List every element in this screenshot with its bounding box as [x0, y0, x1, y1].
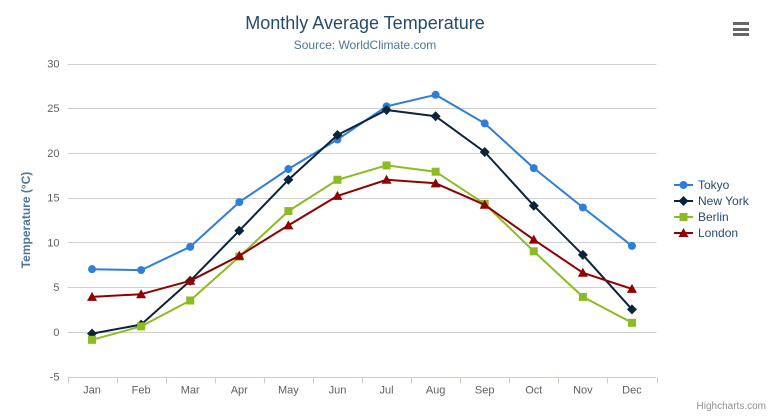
point-berlin-jun[interactable] — [333, 175, 342, 184]
legend-item-tokyo[interactable]: Tokyo — [674, 177, 749, 193]
x-tick-label: Apr — [231, 385, 248, 397]
point-tokyo-apr[interactable] — [235, 198, 244, 207]
point-tokyo-oct[interactable] — [529, 164, 538, 173]
point-tokyo-feb[interactable] — [137, 266, 146, 275]
point-london-jun[interactable] — [332, 190, 343, 200]
x-tick-label: Dec — [622, 385, 642, 397]
series-line-london — [91, 178, 633, 298]
point-london-jan[interactable] — [87, 291, 98, 301]
x-tick-label: Mar — [181, 385, 200, 397]
legend-label-tokyo: Tokyo — [698, 178, 730, 192]
legend: Tokyo New York Berlin London — [674, 177, 749, 241]
point-london-sep[interactable] — [479, 199, 490, 209]
y-tick-label: 10 — [47, 237, 59, 249]
y-tick-label: 0 — [53, 327, 59, 339]
legend-label-london: London — [698, 226, 739, 240]
point-tokyo-jan[interactable] — [88, 265, 97, 274]
point-new-york-aug[interactable] — [430, 111, 441, 122]
point-london-feb[interactable] — [136, 289, 147, 299]
hamburger-icon-bar — [733, 33, 749, 36]
point-london-mar[interactable] — [185, 275, 196, 285]
series-tokyo — [88, 90, 636, 275]
point-london-apr[interactable] — [234, 250, 245, 260]
point-new-york-jul[interactable] — [381, 105, 392, 116]
y-tick-label: 15 — [47, 193, 59, 205]
point-tokyo-mar[interactable] — [186, 242, 195, 251]
diamond-legend-icon — [674, 196, 693, 206]
gridlines — [67, 64, 657, 333]
series-line-berlin — [91, 164, 633, 341]
point-london-aug[interactable] — [430, 178, 441, 188]
x-tick-label: Jul — [380, 385, 394, 397]
point-berlin-oct[interactable] — [529, 247, 538, 256]
series-new-york — [87, 105, 637, 339]
point-london-dec[interactable] — [626, 283, 637, 293]
triangle-legend-icon — [674, 228, 693, 237]
series-line-tokyo — [91, 93, 633, 272]
point-london-may[interactable] — [283, 220, 294, 230]
point-berlin-dec[interactable] — [627, 318, 636, 327]
point-new-york-dec[interactable] — [626, 304, 637, 315]
point-new-york-may[interactable] — [283, 174, 294, 185]
legend-item-london[interactable]: London — [674, 225, 749, 241]
point-tokyo-nov[interactable] — [578, 203, 587, 212]
x-axis — [67, 377, 658, 384]
y-tick-label: 20 — [47, 148, 59, 160]
legend-label-new-york: New York — [698, 194, 749, 208]
y-tick-label: -5 — [50, 372, 60, 384]
chart-title: Monthly Average Temperature — [245, 13, 485, 33]
point-new-york-sep[interactable] — [479, 147, 490, 158]
hamburger-icon — [733, 22, 749, 25]
x-tick-label: Oct — [525, 385, 542, 397]
point-new-york-jun[interactable] — [332, 130, 343, 141]
point-london-nov[interactable] — [577, 267, 588, 277]
point-berlin-mar[interactable] — [186, 296, 195, 305]
point-new-york-nov[interactable] — [577, 249, 588, 260]
point-berlin-feb[interactable] — [137, 322, 146, 331]
point-tokyo-sep[interactable] — [480, 119, 489, 128]
point-berlin-may[interactable] — [284, 207, 293, 216]
y-tick-label: 25 — [47, 103, 59, 115]
x-tick-label: May — [278, 385, 299, 397]
x-tick-label: Feb — [132, 385, 151, 397]
x-tick-label: Sep — [475, 385, 495, 397]
hamburger-icon-bar — [733, 27, 749, 31]
chart-subtitle: Source: WorldClimate.com — [293, 38, 437, 52]
series-london — [87, 174, 637, 301]
y-tick-label: 5 — [53, 282, 59, 294]
point-tokyo-dec[interactable] — [627, 241, 636, 250]
legend-label-berlin: Berlin — [698, 210, 729, 224]
x-tick-label: Jan — [83, 385, 101, 397]
x-tick-label: Nov — [573, 385, 593, 397]
point-berlin-aug[interactable] — [431, 167, 440, 176]
square-legend-icon — [674, 213, 693, 221]
point-berlin-nov[interactable] — [578, 292, 587, 301]
legend-item-berlin[interactable]: Berlin — [674, 209, 749, 225]
point-berlin-jul[interactable] — [382, 161, 391, 170]
y-tick-label: 30 — [47, 59, 59, 71]
credits-link[interactable]: Highcharts.com — [696, 401, 766, 412]
point-tokyo-aug[interactable] — [431, 90, 440, 99]
circle-legend-icon — [674, 181, 693, 189]
legend-item-new-york[interactable]: New York — [674, 193, 749, 209]
point-tokyo-may[interactable] — [284, 165, 293, 174]
point-london-jul[interactable] — [381, 174, 392, 184]
series-line-new-york — [91, 109, 633, 335]
export-menu-button[interactable] — [733, 22, 749, 36]
point-new-york-oct[interactable] — [528, 200, 539, 211]
x-tick-label: Jun — [329, 385, 347, 397]
point-berlin-jan[interactable] — [88, 335, 97, 344]
x-tick-label: Aug — [426, 385, 446, 397]
point-new-york-apr[interactable] — [234, 225, 245, 236]
point-london-oct[interactable] — [528, 234, 539, 244]
